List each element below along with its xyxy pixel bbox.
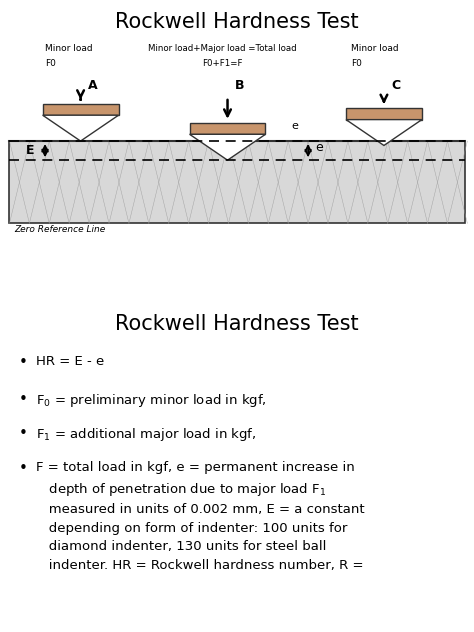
Text: F0: F0 — [351, 59, 362, 68]
Text: •: • — [19, 426, 28, 441]
Text: HR = E - e: HR = E - e — [36, 355, 104, 368]
Text: E: E — [26, 144, 35, 157]
Polygon shape — [43, 115, 118, 141]
Bar — [346, 109, 422, 119]
Bar — [43, 104, 118, 115]
Text: Rockwell Hardness Test: Rockwell Hardness Test — [115, 12, 359, 32]
Text: e: e — [315, 141, 323, 154]
Bar — [190, 123, 265, 135]
Text: Zero Reference Line: Zero Reference Line — [14, 225, 106, 234]
Text: •: • — [19, 355, 28, 370]
Text: Minor load: Minor load — [45, 44, 92, 53]
Text: $\mathregular{F_1}$ = additional major load in kgf,: $\mathregular{F_1}$ = additional major l… — [36, 426, 256, 443]
Text: F0+F1=F: F0+F1=F — [202, 59, 243, 68]
Text: Rockwell Hardness Test: Rockwell Hardness Test — [115, 314, 359, 334]
Bar — [9, 141, 465, 223]
Polygon shape — [190, 135, 265, 160]
Polygon shape — [346, 119, 422, 145]
Text: •: • — [19, 392, 28, 407]
Text: Minor load+Major load =Total load: Minor load+Major load =Total load — [148, 44, 297, 53]
Text: B: B — [235, 80, 244, 92]
Text: F = total load in kgf, e = permanent increase in
   depth of penetration due to : F = total load in kgf, e = permanent inc… — [36, 461, 364, 572]
Text: A: A — [88, 80, 97, 92]
Text: •: • — [19, 461, 28, 477]
Text: Minor load: Minor load — [351, 44, 398, 53]
Text: $\mathregular{F_0}$ = preliminary minor load in kgf,: $\mathregular{F_0}$ = preliminary minor … — [36, 392, 266, 409]
Text: e: e — [292, 121, 299, 131]
Text: C: C — [391, 80, 400, 92]
Text: F0: F0 — [45, 59, 56, 68]
